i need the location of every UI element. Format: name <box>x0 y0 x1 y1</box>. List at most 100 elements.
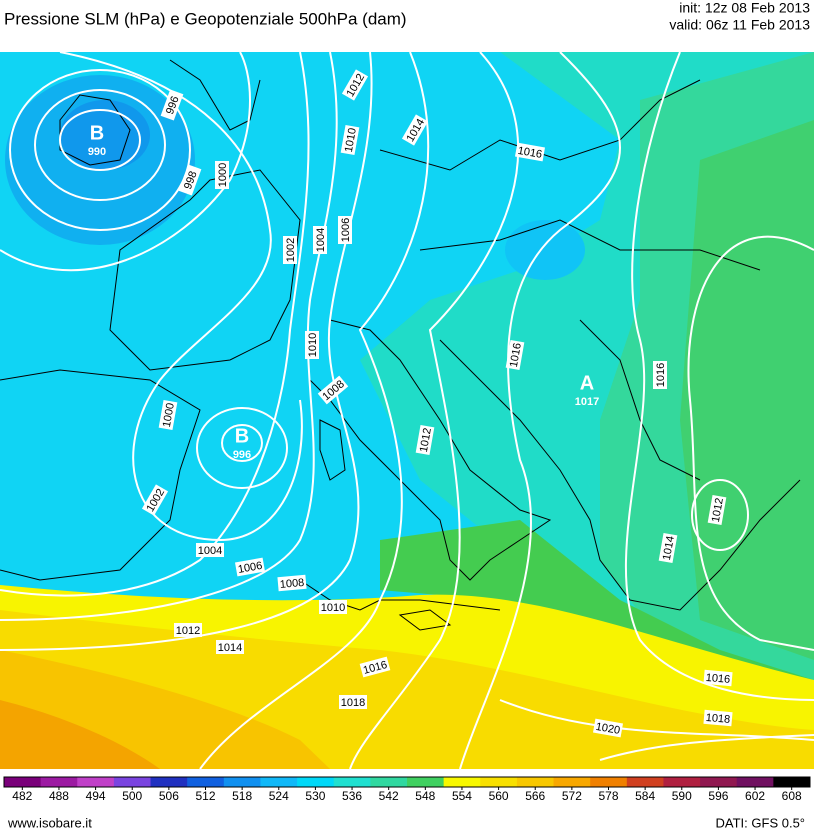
colorbar-label: 494 <box>86 789 106 803</box>
colorbar-label: 578 <box>598 789 618 803</box>
label-box <box>401 114 429 146</box>
isobar-value: 1012 <box>710 497 726 523</box>
colorbar-swatch <box>480 777 518 787</box>
isobar-label: 1014 <box>658 532 678 564</box>
label-box <box>158 399 178 431</box>
colorbar-swatch <box>407 777 445 787</box>
isobar-value: 1010 <box>343 127 359 153</box>
colorbar-swatch <box>297 777 335 787</box>
isobar-label: 1018 <box>703 709 733 727</box>
colorbar-label: 536 <box>342 789 362 803</box>
isobar-value: 996 <box>164 95 182 116</box>
isobar-label: 1016 <box>505 339 525 371</box>
label-box <box>160 89 184 121</box>
center-letter: B <box>235 425 249 447</box>
isobar-label: 1002 <box>283 236 297 264</box>
isobar-label: 996 <box>160 89 184 121</box>
colorbar-swatch <box>223 777 261 787</box>
label-box <box>317 375 349 405</box>
label-box <box>592 718 624 738</box>
label-box <box>338 216 352 244</box>
isobar-label: 1012 <box>707 494 727 526</box>
isobar-value: 1016 <box>705 672 730 686</box>
label-box <box>514 142 546 162</box>
label-box <box>339 695 367 709</box>
label-box <box>653 361 667 389</box>
colorbar-swatch <box>113 777 152 787</box>
isobar-label: 1004 <box>313 226 327 254</box>
isobar-label: 1006 <box>234 557 266 577</box>
isobar-label: 1004 <box>196 543 224 557</box>
label-box <box>283 236 297 264</box>
isobar-label: 998 <box>178 164 202 196</box>
colorbar-label: 506 <box>159 789 179 803</box>
label-box <box>707 494 727 526</box>
label-box <box>215 161 229 189</box>
isobar-value: 1014 <box>661 535 677 561</box>
coastlines <box>0 59 801 631</box>
isobar-value: 1018 <box>705 712 730 726</box>
colorbar-swatch <box>443 777 481 787</box>
center-value: 1017 <box>575 396 599 408</box>
colorbar-label: 548 <box>415 789 435 803</box>
data-source: DATI: GFS 0.5° <box>716 815 805 830</box>
isobar-value: 1016 <box>517 145 543 161</box>
isobar-label: 1016 <box>359 656 391 678</box>
isobar-value: 1000 <box>217 163 229 187</box>
label-box <box>340 124 360 156</box>
isobar-label: 1008 <box>277 574 307 592</box>
isobar-label: 1010 <box>305 331 319 359</box>
label-box <box>415 424 435 456</box>
label-box <box>319 600 347 614</box>
label-box <box>658 532 678 564</box>
map <box>0 52 814 769</box>
label-box <box>277 574 307 592</box>
site: www.isobare.it <box>7 815 92 830</box>
low-area <box>505 220 585 280</box>
isobar-value: 1004 <box>315 228 327 252</box>
colorbar-label: 512 <box>195 789 215 803</box>
isobar-value: 1008 <box>279 577 304 591</box>
isobar-value: 1016 <box>655 363 667 387</box>
colorbar-swatch <box>516 777 555 787</box>
isobars <box>0 52 814 769</box>
isobar-value: 1000 <box>161 402 177 428</box>
isobar-label: 1006 <box>338 216 352 244</box>
isobar-value: 1006 <box>340 218 352 242</box>
isobar-value: 1002 <box>285 238 297 262</box>
colorbar-swatch <box>590 777 628 787</box>
isobar-label: 1010 <box>340 124 360 156</box>
isobar-label: 1016 <box>703 669 733 687</box>
init-time: init: 12z 08 Feb 2013 <box>679 0 810 16</box>
colorbar-swatch <box>40 777 78 787</box>
label-box <box>341 69 369 101</box>
isobar-value: 1012 <box>418 427 434 453</box>
label-box <box>313 226 327 254</box>
colorbar-label: 518 <box>232 789 252 803</box>
colorbar-swatch <box>553 777 591 787</box>
label-box <box>359 656 391 678</box>
colorbar-label: 602 <box>745 789 765 803</box>
colorbar-label: 590 <box>672 789 692 803</box>
colorbar-swatch <box>773 777 811 787</box>
colorbar-swatch <box>150 777 188 787</box>
colorbar-label: 530 <box>305 789 325 803</box>
field-area <box>680 120 814 660</box>
isobar-label: 1000 <box>215 161 229 189</box>
isobar-label: 1012 <box>174 623 202 637</box>
label-box <box>703 709 733 727</box>
colorbar-swatch <box>736 777 774 787</box>
colorbar-label: 542 <box>379 789 399 803</box>
isobar-value: 1006 <box>237 560 263 576</box>
center-letter: A <box>580 372 594 394</box>
colorbar: 482 488 494 500 506 512 518 524 530 536 542 548 554 5… <box>3 776 811 803</box>
colorbar-label: 524 <box>269 789 289 803</box>
isobar-label: 1014 <box>216 640 244 654</box>
isobar-label: 1012 <box>415 424 435 456</box>
colorbar-swatch <box>187 777 225 787</box>
pressure-centers: B 990 B 996 A 1017 <box>88 122 599 461</box>
colorbar-label: 566 <box>525 789 545 803</box>
center-value: 996 <box>233 449 251 461</box>
isobar-label: 1000 <box>158 399 178 431</box>
label-box <box>305 331 319 359</box>
